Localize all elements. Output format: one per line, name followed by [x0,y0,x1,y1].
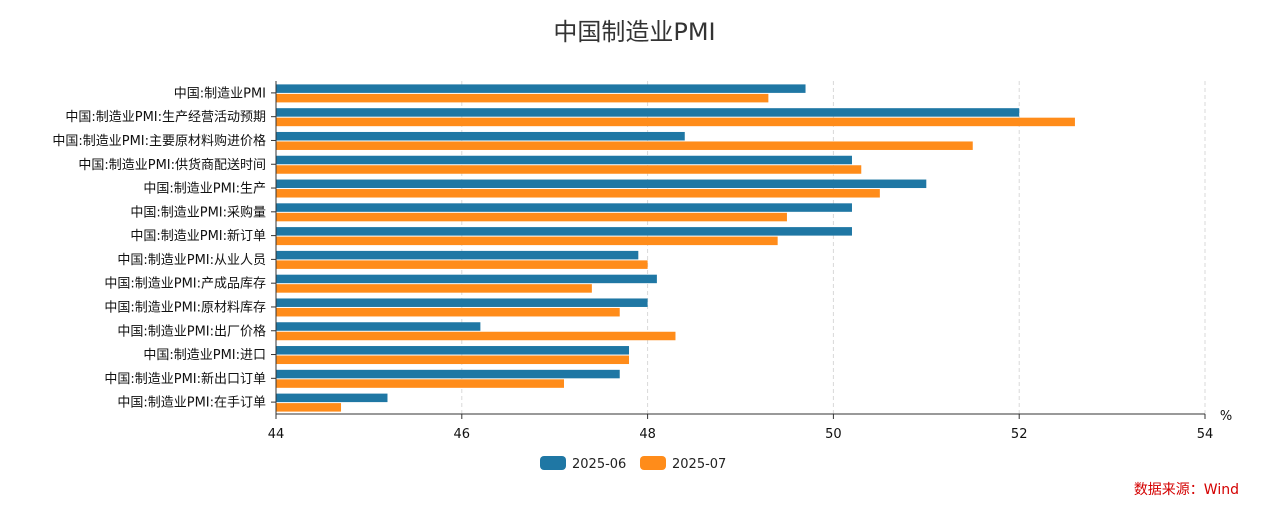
bar-series1 [276,227,852,236]
legend-label: 2025-06 [572,457,626,472]
bar-series2 [276,379,564,388]
bar-series1 [276,393,388,403]
legend[interactable]: 2025-06 2025-07 [540,456,726,472]
x-tick-label: 48 [639,427,656,442]
category-label: 中国:制造业PMI:主要原材料购进价格 [52,133,266,149]
bar-series1 [276,298,648,307]
x-axis-unit: % [1220,409,1232,424]
bar-series1 [276,346,630,355]
x-axis-ticks: 44 46 48 50 52 54% [268,409,1232,442]
bar-series1 [276,108,1020,117]
bar-series1 [276,131,685,141]
grid-lines [461,81,1206,414]
category-label: 中国:制造业PMI:生产 [143,182,266,197]
category-labels: 中国:制造业PMI 中国:制造业PMI:生产经营活动预期中国:制造业PMI:主要原… [52,86,276,411]
bar-series2 [276,141,973,150]
legend-item[interactable]: 2025-07 [640,456,726,472]
legend-swatch [640,456,666,470]
bar-series1 [276,274,657,284]
bar-series2 [276,236,778,246]
bar-series2 [276,284,592,293]
bar-series2 [276,307,620,317]
category-label: 中国:制造业PMI [174,86,266,101]
chart-title: 中国制造业PMI [553,18,716,46]
category-label: 中国:制造业PMI:新订单 [130,228,266,244]
category-label: 中国:制造业PMI:新出口订单 [104,371,266,387]
bar-series2 [276,165,862,174]
bar-series1 [276,322,481,331]
bar-series2 [276,117,1075,127]
x-tick-label: 46 [454,427,471,442]
bars [276,84,1075,412]
category-label: 中国:制造业PMI:进口 [143,348,266,363]
category-label: 中国:制造业PMI:生产经营活动预期 [65,110,266,125]
bar-series2 [276,189,880,198]
legend-swatch [540,456,566,470]
bar-series1 [276,369,620,379]
legend-item[interactable]: 2025-06 [540,456,626,472]
legend-label: 2025-07 [672,457,726,472]
bar-series1 [276,203,852,212]
bar-series2 [276,331,676,341]
bar-series2 [276,355,630,365]
bar-series2 [276,212,787,222]
category-label: 中国:制造业PMI:原材料库存 [104,299,266,315]
bar-series1 [276,84,806,93]
axes [275,81,1205,415]
x-tick-label: 52 [1011,427,1028,442]
source-note: 数据来源：Wind [1133,482,1239,498]
x-tick-label: 50 [825,427,842,442]
category-label: 中国:制造业PMI:从业人员 [117,253,266,268]
bar-series2 [276,93,769,103]
category-label: 中国:制造业PMI:采购量 [130,204,266,220]
category-label: 中国:制造业PMI:产成品库存 [104,276,266,292]
bar-series1 [276,155,852,165]
x-tick-label: 44 [268,427,285,442]
category-label: 中国:制造业PMI:供货商配送时间 [78,157,266,173]
bar-series2 [276,403,342,412]
bar-series1 [276,179,927,189]
category-label: 中国:制造业PMI:出厂价格 [117,323,266,339]
x-tick-label: 54 [1197,427,1214,442]
category-label: 中国:制造业PMI:在手订单 [117,396,266,411]
bar-series1 [276,250,639,260]
bar-series2 [276,260,648,269]
